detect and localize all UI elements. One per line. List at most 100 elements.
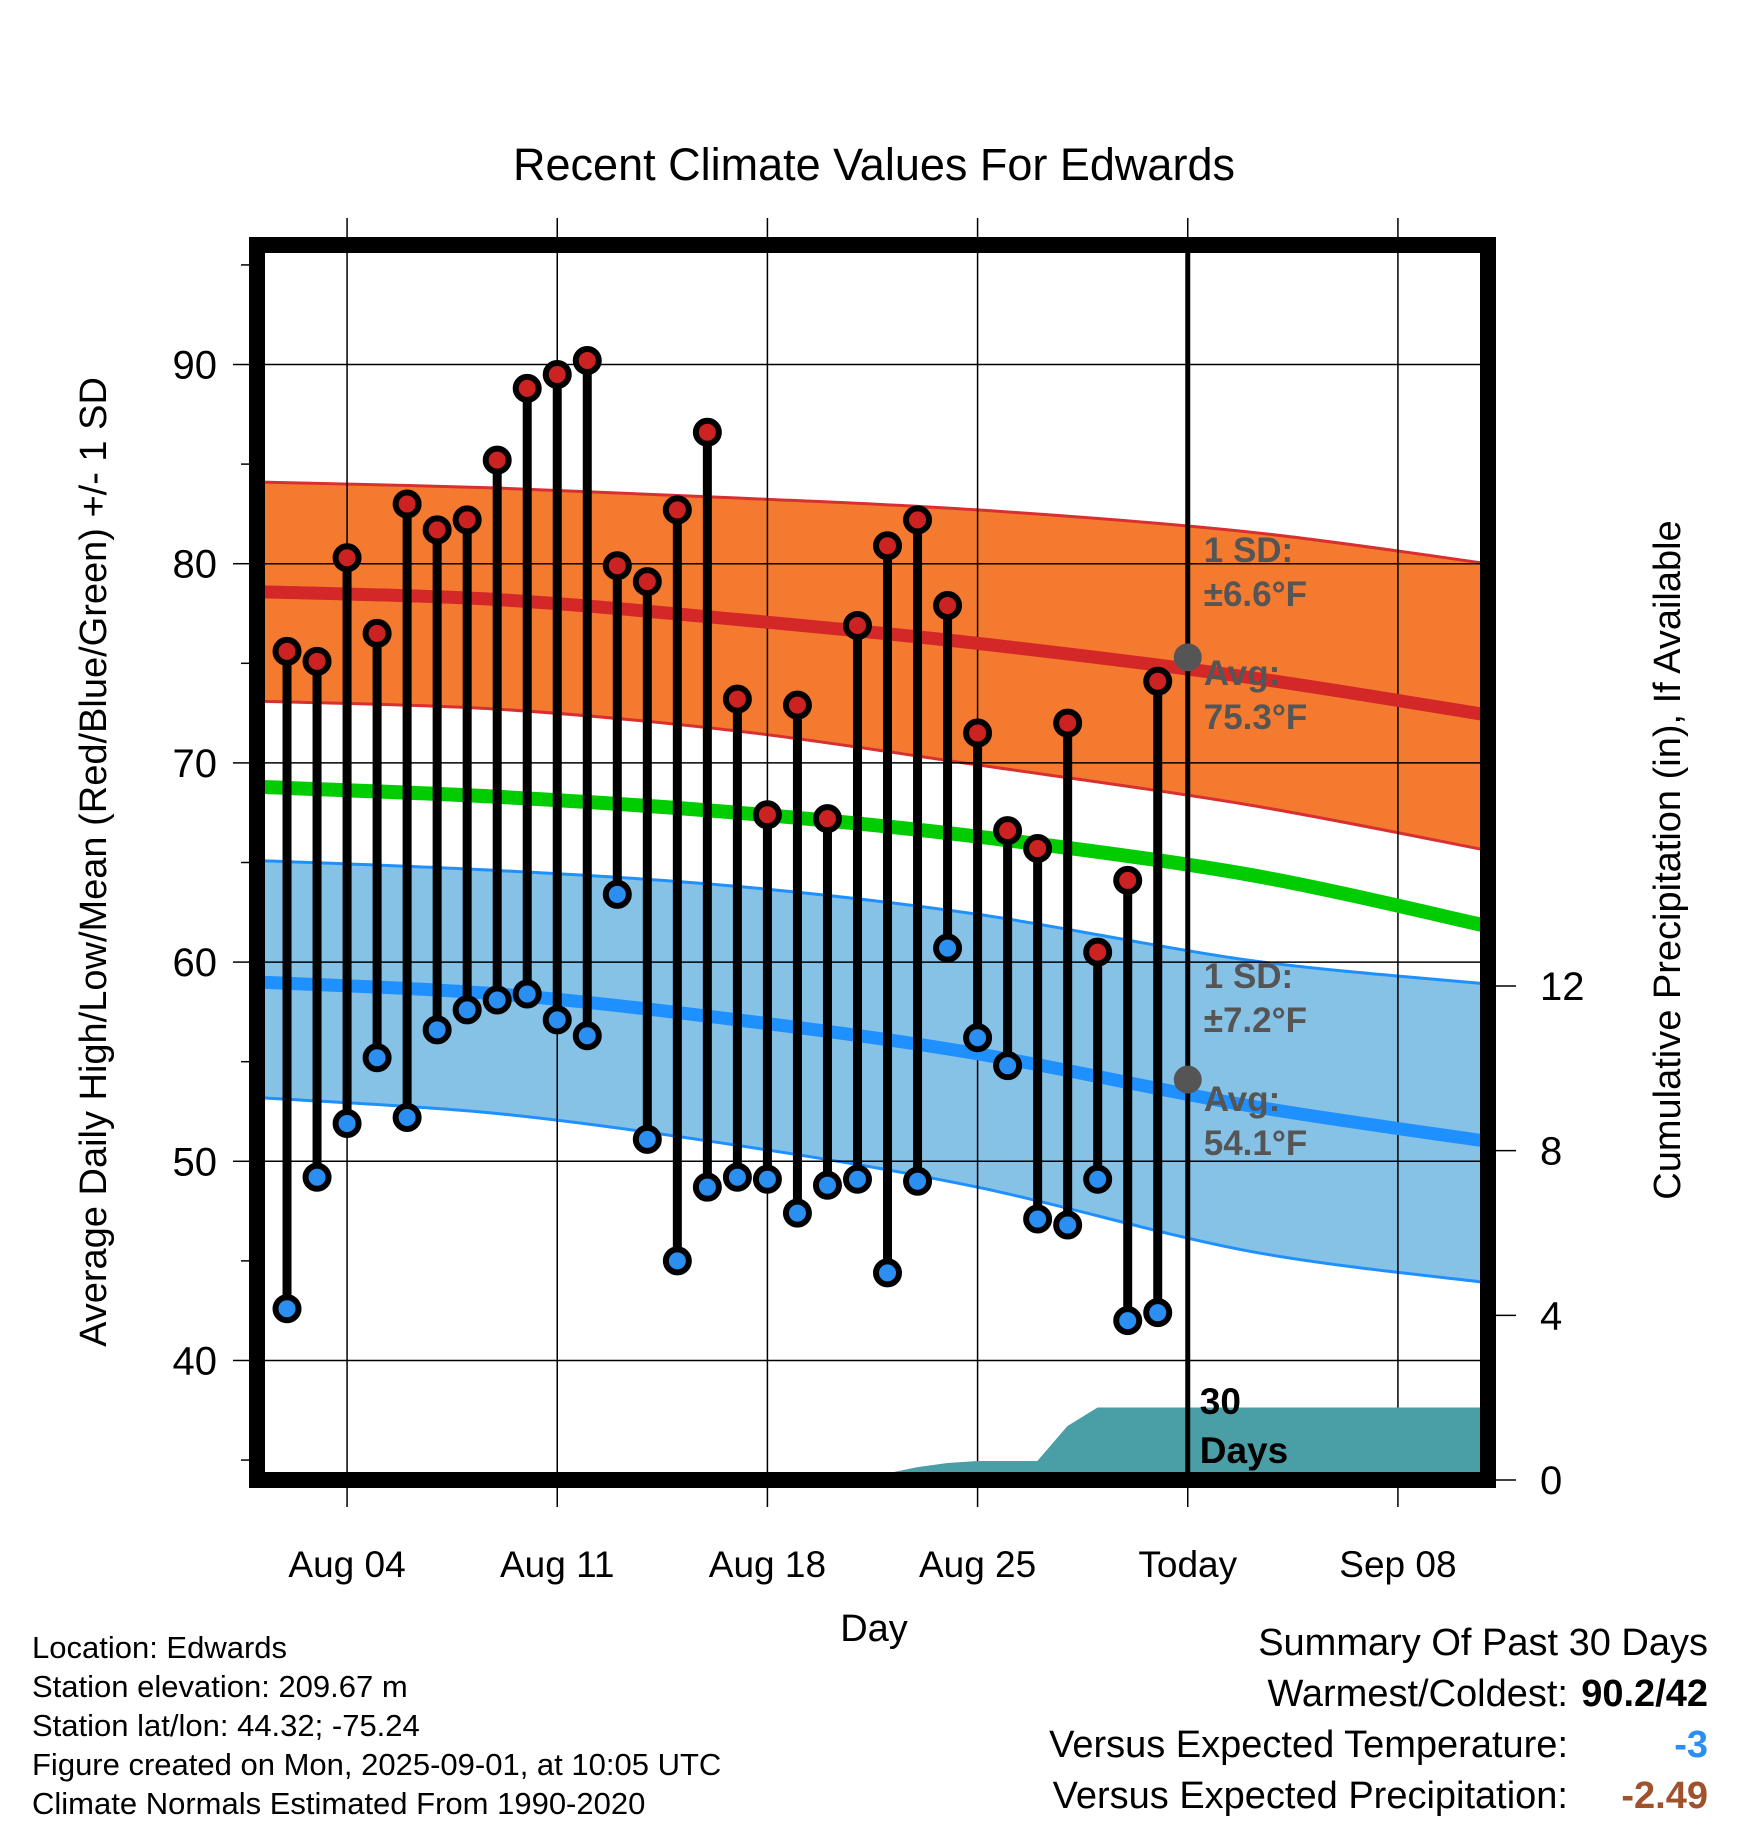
daily-low-point	[842, 1164, 872, 1194]
daily-low-point	[1113, 1306, 1143, 1336]
daily-high-point	[662, 495, 692, 525]
daily-high-point	[933, 591, 963, 621]
normal-bands	[256, 480, 1489, 1285]
plot-frame	[249, 237, 1496, 1488]
today-marker	[1173, 245, 1202, 1480]
daily-low-point	[1053, 1210, 1083, 1240]
daily-high-point	[602, 551, 632, 581]
x-tick-label: Today	[1138, 1544, 1237, 1585]
x-tick-label: Aug 18	[709, 1544, 826, 1585]
daily-high-point	[1053, 708, 1083, 738]
x-axis-label: Day	[840, 1608, 908, 1650]
daily-low-point	[1083, 1164, 1113, 1194]
daily-high-point	[572, 346, 602, 376]
precipitation-area	[767, 1407, 1489, 1481]
high-sd-annotation: ±6.6°F	[1204, 575, 1307, 614]
daily-low-point	[722, 1162, 752, 1192]
daily-low-point	[482, 985, 512, 1015]
daily-high-point	[1083, 937, 1113, 967]
daily-low-point	[392, 1102, 422, 1132]
daily-low-point	[1143, 1298, 1173, 1328]
y-tick-label: 90	[173, 344, 218, 388]
high-sd-band-upper-edge	[256, 480, 1489, 566]
elevation-text: Station elevation: 209.67 m	[32, 1669, 408, 1704]
daily-high-point	[332, 543, 362, 573]
created-text: Figure created on Mon, 2025-09-01, at 10…	[32, 1747, 722, 1782]
y-tick-label: 80	[173, 543, 218, 587]
location-text: Location: Edwards	[32, 1630, 288, 1665]
y-tick-label: 40	[173, 1339, 218, 1383]
daily-high-point	[963, 718, 993, 748]
daily-high-point	[782, 690, 812, 720]
today-days-label: 30	[1200, 1381, 1241, 1422]
high-avg-annotation: 75.3°F	[1204, 698, 1308, 737]
low-avg-annotation: Avg:	[1204, 1080, 1280, 1119]
daily-low-point	[963, 1023, 993, 1053]
daily-high-point	[512, 373, 542, 403]
daily-low-point	[272, 1294, 302, 1324]
daily-high-point	[362, 618, 392, 648]
y2-tick-label: 8	[1540, 1130, 1562, 1174]
daily-low-point	[662, 1246, 692, 1276]
grid-lines	[257, 218, 1488, 1507]
daily-low-point	[632, 1124, 662, 1154]
daily-low-point	[692, 1172, 722, 1202]
plot-border	[249, 237, 1496, 1488]
daily-high-point	[422, 515, 452, 545]
y2-tick-label: 0	[1540, 1459, 1562, 1503]
low-avg-annotation: 54.1°F	[1204, 1124, 1308, 1163]
summary-panel: Summary Of Past 30 Days Warmest/Coldest:…	[1049, 1618, 1708, 1822]
daily-high-point	[812, 804, 842, 834]
daily-high-point	[873, 531, 903, 561]
today-days-label: Days	[1200, 1430, 1288, 1471]
daily-high-point	[272, 636, 302, 666]
daily-high-point	[692, 417, 722, 447]
daily-high-point	[392, 489, 422, 519]
y2-tick-label: 4	[1540, 1294, 1562, 1338]
y2-axis-label: Cumulative Precipitation (in), If Availa…	[1647, 520, 1689, 1199]
daily-low-point	[542, 1005, 572, 1035]
temp-value: -3	[1674, 1724, 1708, 1766]
y-axis-label: Average Daily High/Low/Mean (Red/Blue/Gr…	[73, 377, 115, 1347]
precip-label: Versus Expected Precipitation:	[1052, 1775, 1568, 1817]
daily-low-point	[903, 1166, 933, 1196]
daily-low-point	[782, 1198, 812, 1228]
y-tick-label: 60	[173, 941, 218, 985]
station-info: Location: Edwards Station elevation: 209…	[32, 1628, 721, 1823]
daily-high-point	[632, 567, 662, 597]
daily-high-point	[482, 445, 512, 475]
cumulative-precip-area	[767, 1407, 1489, 1481]
daily-low-point	[602, 879, 632, 909]
daily-low-point	[752, 1164, 782, 1194]
daily-high-point	[903, 505, 933, 535]
high-sd-annotation: 1 SD:	[1204, 531, 1293, 570]
daily-low-point	[1023, 1204, 1053, 1234]
latlon-text: Station lat/lon: 44.32; -75.24	[32, 1708, 420, 1743]
daily-low-point	[512, 979, 542, 1009]
daily-low-point	[993, 1051, 1023, 1081]
y-tick-label: 70	[173, 742, 218, 786]
axis-ticks	[233, 264, 1516, 1481]
low-sd-annotation: ±7.2°F	[1204, 1001, 1307, 1040]
daily-high-point	[722, 684, 752, 714]
low-today-marker	[1173, 1065, 1202, 1094]
daily-high-point	[542, 359, 572, 389]
low-sd-annotation: 1 SD:	[1204, 957, 1293, 996]
daily-high-point	[1023, 834, 1053, 864]
daily-low-point	[873, 1258, 903, 1288]
normals-text: Climate Normals Estimated From 1990-2020	[32, 1786, 646, 1821]
daily-low-point	[302, 1162, 332, 1192]
daily-high-point	[302, 646, 332, 676]
daily-high-point	[993, 816, 1023, 846]
x-tick-label: Aug 11	[500, 1544, 615, 1585]
x-tick-label: Aug 25	[919, 1544, 1036, 1585]
warmest-label: Warmest/Coldest:	[1267, 1673, 1568, 1715]
precip-value: -2.49	[1621, 1775, 1708, 1817]
chart-title: Recent Climate Values For Edwards	[513, 139, 1235, 190]
summary-title: Summary Of Past 30 Days	[1258, 1622, 1708, 1664]
daily-high-point	[1113, 865, 1143, 895]
high-sd-band	[257, 482, 1488, 851]
daily-low-point	[332, 1108, 362, 1138]
daily-high-point	[1143, 666, 1173, 696]
